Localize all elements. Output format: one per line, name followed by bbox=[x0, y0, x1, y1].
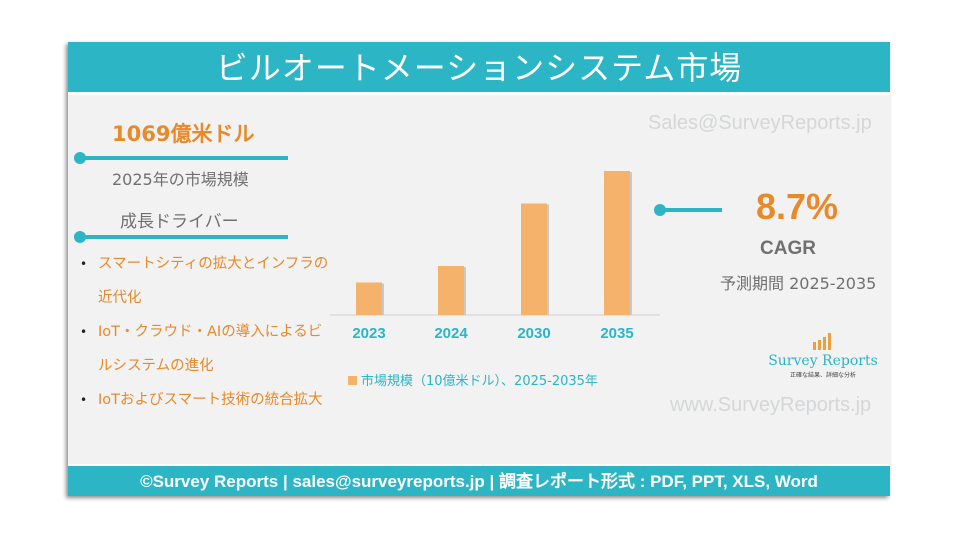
x-tick-label: 2023 bbox=[352, 325, 385, 342]
market-size-value: 1069億米ドル bbox=[112, 122, 255, 146]
watermark-email: Sales@SurveyReports.jp bbox=[648, 112, 872, 134]
legend-swatch bbox=[348, 376, 357, 385]
bar-2024 bbox=[438, 266, 464, 315]
divider-line bbox=[80, 156, 288, 160]
bar-chart-logo-icon bbox=[813, 333, 831, 350]
infographic-card: ビルオートメーションシステム市場 Sales@SurveyReports.jp … bbox=[68, 42, 890, 496]
list-item: IoTおよびスマート技術の統合拡大 bbox=[76, 383, 336, 417]
market-bar-chart: 2023 2024 2030 2035 市場規模（10億米ドル）、2025-2035年 bbox=[330, 171, 660, 389]
bar-2023 bbox=[356, 282, 382, 315]
logo-tagline: 正確な結果、詳細な分析 bbox=[789, 372, 856, 379]
bar-2030 bbox=[521, 203, 547, 315]
cagr-label: CAGR bbox=[760, 238, 816, 259]
drivers-heading: 成長ドライバー bbox=[120, 212, 239, 232]
page-title: ビルオートメーションシステム市場 bbox=[68, 42, 890, 95]
logo: Survey Reports 正確な結果、詳細な分析 bbox=[758, 332, 888, 379]
market-size-label: 2025年の市場規模 bbox=[112, 170, 249, 189]
watermark-url: www.SurveyReports.jp bbox=[670, 394, 872, 416]
cagr-value: 8.7% bbox=[756, 186, 839, 227]
bar-2035 bbox=[604, 171, 630, 315]
forecast-period: 予測期間 2025-2035 bbox=[720, 274, 877, 293]
x-tick-label: 2024 bbox=[434, 325, 468, 342]
x-tick-label: 2030 bbox=[517, 325, 550, 342]
footer: ©Survey Reports | sales@surveyreports.jp… bbox=[68, 464, 890, 496]
logo-text: Survey Reports bbox=[768, 353, 878, 369]
list-item: IoT・クラウド・AIの導入によるビルシステムの進化 bbox=[76, 315, 336, 383]
list-item: スマートシティの拡大とインフラの近代化 bbox=[76, 247, 336, 315]
divider-line bbox=[660, 208, 722, 212]
drivers-list: スマートシティの拡大とインフラの近代化 IoT・クラウド・AIの導入によるビルシ… bbox=[76, 247, 336, 417]
x-tick-label: 2035 bbox=[600, 325, 633, 342]
divider-line bbox=[80, 235, 288, 239]
legend-label: 市場規模（10億米ドル）、2025-2035年 bbox=[361, 373, 598, 389]
